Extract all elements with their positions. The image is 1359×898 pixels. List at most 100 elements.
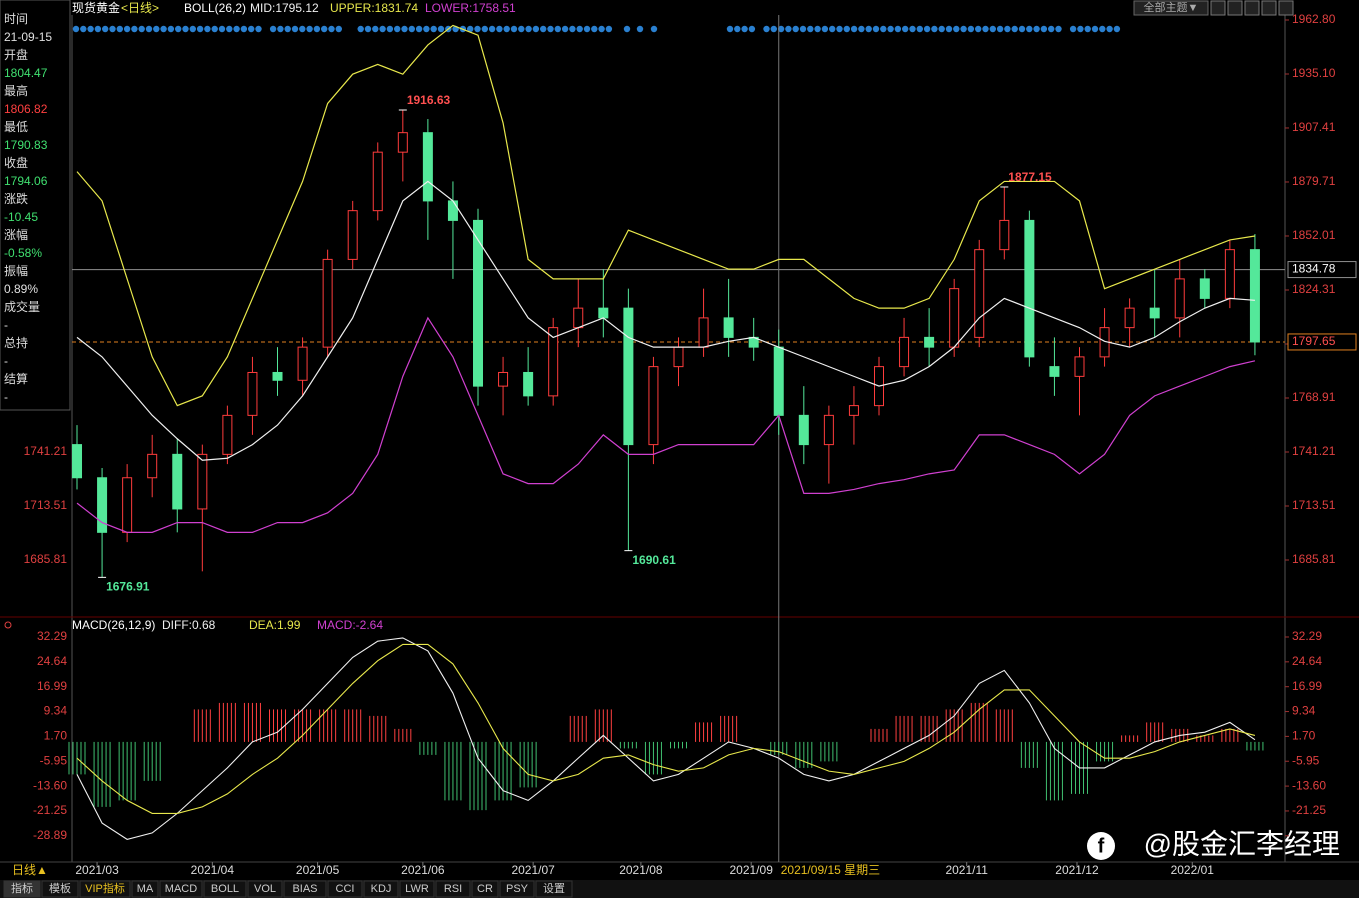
status-dot [561, 25, 569, 33]
status-dot [138, 25, 145, 33]
status-dot [357, 25, 364, 33]
status-dot [335, 25, 342, 33]
tab-label[interactable]: MACD [165, 883, 197, 895]
candle-body [72, 444, 83, 479]
tab-label[interactable]: 指标 [11, 881, 33, 895]
boll-line [76, 180, 1255, 461]
legend-entry: MACD:-2.64 [317, 618, 383, 632]
info-value: 0.89% [4, 282, 38, 296]
status-dot [233, 25, 240, 33]
tab-label[interactable]: 设置 [543, 882, 565, 895]
tab-label[interactable]: VOL [254, 883, 276, 895]
tab-label[interactable]: BIAS [292, 883, 317, 895]
status-dot [938, 25, 945, 33]
legend-entry: LOWER:1758.51 [425, 1, 516, 15]
button[interactable] [1244, 0, 1260, 16]
status-dot [518, 25, 525, 33]
candle-body [698, 317, 709, 348]
info-label: 成交量 [4, 299, 40, 314]
info-label: 开盘 [4, 47, 28, 62]
x-tick-label: 2021/05 [296, 863, 340, 877]
tab-label[interactable]: VIP指标 [85, 881, 125, 895]
candle-body [823, 414, 834, 446]
status-dot [401, 25, 408, 33]
candle-body [1049, 366, 1060, 377]
tab[interactable] [399, 880, 435, 898]
tab-label[interactable]: 模板 [49, 881, 71, 895]
tab[interactable] [471, 880, 499, 898]
y-tick-label: -21.25 [33, 803, 67, 817]
period-button[interactable]: 日线▲ [12, 863, 48, 877]
tab-label[interactable]: KDJ [371, 883, 392, 895]
status-dot [872, 25, 880, 33]
status-dot [748, 25, 756, 33]
macd-line [76, 637, 1256, 840]
status-dot [503, 25, 510, 33]
info-value: - [4, 354, 8, 368]
y-tick-label: 1879.71 [1292, 174, 1336, 188]
status-dot [189, 25, 196, 33]
candle-body [498, 371, 509, 387]
tab-label[interactable]: CCI [336, 883, 355, 895]
info-label: 结算 [4, 371, 28, 386]
tab-label[interactable]: RSI [444, 883, 462, 895]
price-label-box [1287, 333, 1357, 351]
tab[interactable] [131, 880, 159, 898]
candle-body [272, 371, 283, 381]
price-label: 1834.78 [1292, 262, 1336, 276]
status-dot [211, 25, 218, 33]
candle-body [1174, 278, 1185, 319]
button[interactable] [1210, 0, 1226, 16]
status-dot [792, 25, 799, 33]
candle-body [598, 307, 609, 319]
status-dot [299, 25, 306, 33]
y-tick-label: 1741.21 [24, 444, 68, 458]
tab[interactable] [79, 880, 131, 898]
y-tick-label: -21.25 [1292, 803, 1326, 817]
theme-button-label[interactable]: 全部主题▼ [1144, 0, 1199, 14]
tab[interactable] [159, 880, 203, 898]
status-dot [967, 25, 975, 33]
tab[interactable] [203, 880, 247, 898]
status-dot [226, 25, 233, 33]
watermark-icon: f [1087, 832, 1115, 860]
status-dot [1026, 25, 1033, 33]
tab[interactable] [363, 880, 399, 898]
tab[interactable] [535, 880, 573, 898]
tab[interactable] [283, 880, 327, 898]
info-label: 涨跌 [4, 191, 28, 206]
tab-label[interactable]: LWR [405, 883, 429, 895]
y-tick-label: 1962.80 [1292, 12, 1336, 26]
button[interactable] [1278, 0, 1294, 16]
status-dot [858, 25, 865, 33]
button[interactable] [1227, 0, 1243, 16]
tab[interactable] [499, 880, 535, 898]
tab[interactable] [3, 880, 41, 898]
tab-label[interactable]: CR [477, 883, 493, 895]
y-tick-label: 24.64 [1292, 654, 1322, 668]
boll-line [76, 316, 1256, 533]
crosshair-label-box [778, 863, 887, 879]
tab[interactable] [435, 880, 471, 898]
y-tick-label: -5.95 [40, 753, 68, 767]
status-dot [547, 25, 554, 33]
status-dot [248, 25, 255, 33]
status-dot [902, 25, 909, 33]
candle-body [122, 477, 133, 533]
y-tick-label: 32.29 [1292, 629, 1322, 643]
boll-line [76, 24, 1256, 407]
tab[interactable] [41, 880, 79, 898]
tab[interactable] [327, 880, 363, 898]
theme-button[interactable] [1133, 0, 1209, 16]
tab-label[interactable]: BOLL [211, 883, 239, 895]
extreme-label: 1676.91 [106, 580, 150, 594]
button[interactable] [1261, 0, 1277, 16]
y-tick-label: 1852.01 [1292, 228, 1336, 242]
info-value: 21-09-15 [4, 30, 52, 44]
status-dot [153, 25, 160, 33]
tab-label[interactable]: MA [137, 883, 154, 895]
info-label: 最高 [4, 83, 28, 98]
tab[interactable] [247, 880, 283, 898]
tab-label[interactable]: PSY [506, 883, 529, 895]
status-dot [160, 25, 167, 33]
